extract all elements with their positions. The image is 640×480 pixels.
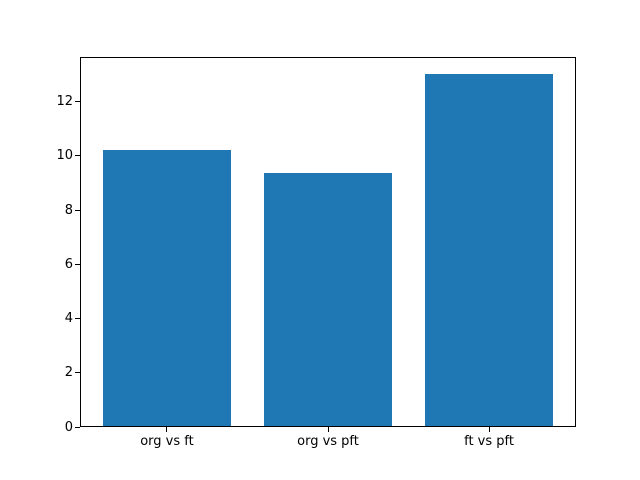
y-tick-mark — [75, 101, 80, 103]
y-tick-mark — [75, 263, 80, 265]
x-tick-label-org-vs-ft: org vs ft — [140, 434, 194, 449]
y-tick-mark — [75, 372, 80, 374]
y-tick-mark — [75, 155, 80, 157]
bar-org-vs-pft — [263, 173, 393, 426]
x-tick-label-ft-vs-pft: ft vs pft — [464, 434, 514, 449]
x-tick-mark — [166, 427, 168, 432]
y-tick-label: 8 — [64, 202, 73, 218]
y-tick-label: 6 — [64, 256, 73, 272]
y-tick-label: 10 — [56, 148, 73, 164]
y-tick-label: 0 — [64, 419, 73, 435]
x-tick-mark — [488, 427, 490, 432]
x-tick-label-org-vs-pft: org vs pft — [297, 434, 359, 449]
plot-area — [80, 57, 576, 427]
bar-ft-vs-pft — [424, 73, 554, 426]
x-tick-mark — [327, 427, 329, 432]
y-tick-mark — [75, 426, 80, 428]
y-tick-label: 4 — [64, 311, 73, 327]
bar-org-vs-ft — [102, 149, 232, 426]
y-tick-label: 12 — [56, 94, 73, 110]
y-tick-mark — [75, 209, 80, 211]
y-tick-mark — [75, 318, 80, 320]
y-tick-label: 2 — [64, 365, 73, 381]
